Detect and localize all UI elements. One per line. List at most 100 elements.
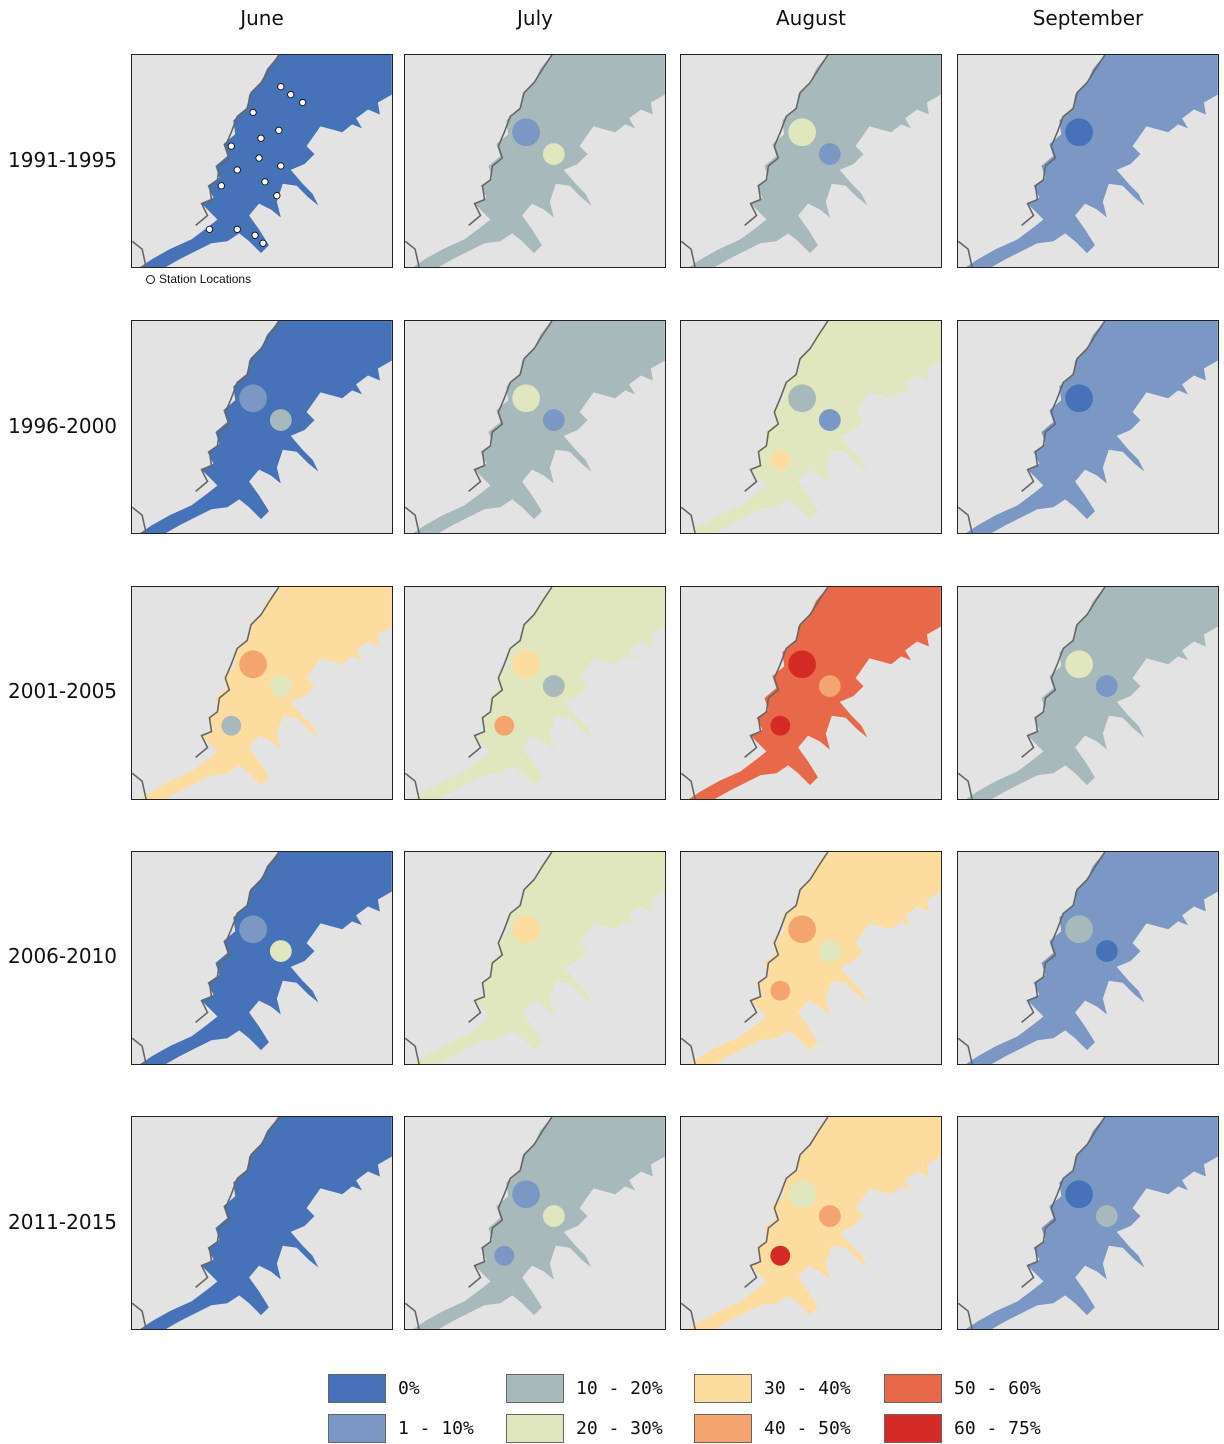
legend-swatch [884, 1414, 942, 1443]
value-patch [788, 650, 816, 678]
value-patch [1096, 1205, 1118, 1227]
station-marker [206, 226, 212, 232]
value-patch [239, 915, 267, 943]
legend-label: 10 - 20% [576, 1378, 663, 1399]
value-patch [788, 915, 816, 943]
estuary-map [132, 321, 392, 533]
estuary-water [413, 587, 665, 799]
estuary-map [132, 587, 392, 799]
legend-swatch [506, 1414, 564, 1443]
station-marker [250, 109, 256, 115]
value-patch [1065, 118, 1093, 146]
estuary-map [405, 587, 665, 799]
legend-label: 40 - 50% [764, 1418, 851, 1439]
value-patch [494, 716, 514, 736]
value-patch [819, 409, 841, 431]
legend-item: 60 - 75% [884, 1412, 1041, 1444]
station-marker [234, 167, 240, 173]
station-marker-icon [146, 275, 155, 284]
estuary-map [681, 1117, 941, 1329]
map-panel [680, 54, 942, 268]
legend-label: 0% [398, 1378, 420, 1399]
station-marker [276, 127, 282, 133]
map-panel [404, 54, 666, 268]
estuary-map [958, 55, 1218, 267]
legend-label: 50 - 60% [954, 1378, 1041, 1399]
estuary-map [132, 55, 392, 267]
map-panel [957, 54, 1219, 268]
legend-item: 50 - 60% [884, 1372, 1041, 1404]
legend-swatch [328, 1374, 386, 1403]
station-marker [252, 232, 258, 238]
station-marker [278, 84, 284, 90]
estuary-map [405, 321, 665, 533]
value-patch [239, 384, 267, 412]
row-label-1991-1995: 1991-1995 [8, 148, 120, 172]
estuary-map [958, 852, 1218, 1064]
legend-item: 0% [328, 1372, 420, 1404]
value-patch [819, 1205, 841, 1227]
estuary-map [681, 55, 941, 267]
estuary-map [405, 55, 665, 267]
estuary-map [132, 1117, 392, 1329]
estuary-water [140, 55, 392, 267]
value-patch [543, 143, 565, 165]
value-patch [770, 716, 790, 736]
value-patch [221, 716, 241, 736]
value-patch [543, 940, 565, 962]
station-locations-note: Station Locations [146, 272, 251, 286]
estuary-map [681, 587, 941, 799]
value-patch [819, 143, 841, 165]
map-panel [957, 1116, 1219, 1330]
legend-item: 20 - 30% [506, 1412, 663, 1444]
estuary-water [689, 55, 941, 267]
legend-label: 60 - 75% [954, 1418, 1041, 1439]
estuary-water [413, 852, 665, 1064]
value-patch [270, 940, 292, 962]
legend-label: 20 - 30% [576, 1418, 663, 1439]
value-patch [512, 650, 540, 678]
value-patch [1096, 675, 1118, 697]
map-panel [680, 1116, 942, 1330]
value-patch [543, 675, 565, 697]
value-patch [770, 450, 790, 470]
estuary-water [689, 587, 941, 799]
value-patch [770, 1246, 790, 1266]
value-patch [1065, 384, 1093, 412]
value-patch [788, 118, 816, 146]
estuary-water [140, 852, 392, 1064]
column-header-june: June [131, 6, 393, 30]
legend-item: 1 - 10% [328, 1412, 474, 1444]
map-panel [131, 586, 393, 800]
estuary-water [140, 321, 392, 533]
legend-swatch [884, 1374, 942, 1403]
map-panel [131, 54, 393, 268]
value-patch [770, 981, 790, 1001]
map-panel [131, 320, 393, 534]
estuary-water [413, 55, 665, 267]
map-panel [957, 320, 1219, 534]
map-panel [680, 851, 942, 1065]
station-marker [299, 99, 305, 105]
value-patch [819, 675, 841, 697]
map-panel [404, 320, 666, 534]
map-panel [680, 320, 942, 534]
map-panel [131, 1116, 393, 1330]
map-panel [404, 851, 666, 1065]
station-marker [218, 183, 224, 189]
station-marker [234, 226, 240, 232]
map-panel [957, 586, 1219, 800]
estuary-map [405, 852, 665, 1064]
map-panel [404, 1116, 666, 1330]
legend-swatch [694, 1374, 752, 1403]
map-panel [680, 586, 942, 800]
station-locations-label: Station Locations [159, 272, 251, 286]
legend-item: 30 - 40% [694, 1372, 851, 1404]
station-marker [256, 155, 262, 161]
station-marker [262, 179, 268, 185]
map-panel [404, 586, 666, 800]
value-patch [494, 1246, 514, 1266]
legend-item: 10 - 20% [506, 1372, 663, 1404]
estuary-water [140, 1117, 392, 1329]
value-patch [512, 384, 540, 412]
